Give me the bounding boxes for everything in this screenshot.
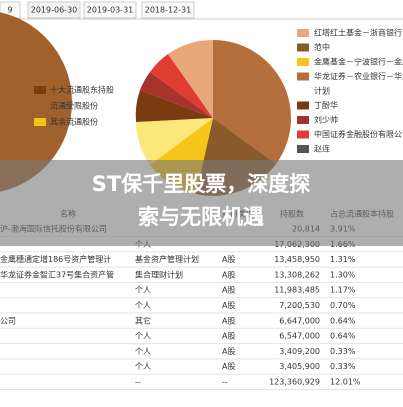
banner-bg — [0, 160, 403, 246]
table-cell: 金鹰穗通定增186号资产管理计 — [0, 254, 111, 264]
table-cell: 公司 — [0, 316, 16, 325]
tab-label: 2019-03-31 — [87, 6, 134, 15]
table-cell: 0.33% — [330, 347, 356, 356]
legend-label: 刘少帅 — [314, 115, 338, 125]
legend-label: 赵连 — [314, 144, 330, 154]
table-cell: 123,360,929 — [269, 378, 320, 387]
pie-slice — [135, 90, 213, 122]
table-cell: A股 — [222, 332, 235, 341]
table-cell: 个人 — [135, 347, 151, 356]
legend-swatch — [297, 145, 309, 153]
pie-slice — [150, 54, 213, 118]
table-cell: 1.17% — [330, 286, 356, 295]
banner-text: 索与无限机遇 — [138, 205, 264, 229]
table-cell: A股 — [222, 362, 235, 371]
table-cell: 基金资产管理计划 — [135, 254, 199, 264]
table-cell: A股 — [222, 347, 235, 356]
legend-swatch — [34, 102, 46, 110]
tab-label: 9 — [7, 6, 12, 15]
legend-label: 其余流通股份 — [50, 117, 98, 127]
table-cell: 13,458,950 — [274, 255, 320, 264]
legend-swatch — [297, 58, 309, 66]
table-cell: 3,409,200 — [279, 347, 320, 356]
right-pie — [135, 39, 292, 196]
tab — [27, 1, 81, 19]
table-cell: -- — [135, 378, 141, 387]
legend-label: 范中 — [314, 42, 330, 52]
pie-slice — [213, 39, 292, 164]
table-cell: 6,547,000 — [279, 332, 320, 341]
table-cell: 0.70% — [330, 301, 356, 310]
legend-swatch — [34, 86, 46, 94]
table-cell: 1.31% — [330, 255, 356, 264]
pie-slice — [136, 118, 213, 165]
tab-label: 2019-06-30 — [31, 6, 78, 15]
legend-label: 华龙证券－农业银行－华龙 — [314, 71, 403, 81]
legend-label: 红塔红土基金－浙商银行－ — [314, 28, 403, 38]
right-legend: 红塔红土基金－浙商银行－ 范中金鹰基金－宁波银行－金鹰华龙证券－农业银行－华龙计划… — [297, 28, 403, 154]
banner-text: ST保千里股票，深度探 — [92, 172, 310, 196]
legend-label: 流通受限股份 — [50, 101, 98, 111]
table-cell: 华龙证券金智汇37号集合资产管 — [0, 269, 114, 279]
legend-label: 中国证券金融股份有限公司 — [314, 129, 403, 139]
table-cell: -- — [222, 378, 228, 387]
legend-swatch — [297, 43, 309, 52]
legend-label: 十大流通股东持股 — [50, 85, 114, 95]
table-cell: 个人 — [135, 332, 151, 341]
table-cell: A股 — [222, 255, 235, 264]
table-cell: A股 — [222, 316, 235, 325]
table-cell: 1.30% — [330, 270, 356, 279]
table-cell: A股 — [222, 286, 235, 295]
pie-slice — [168, 39, 213, 118]
table-cell: 7,200,530 — [279, 301, 320, 310]
legend-label: 计划 — [314, 86, 330, 96]
legend-swatch — [297, 29, 309, 37]
table-cell: 0.64% — [330, 316, 356, 325]
tab — [83, 1, 137, 19]
tabs: 9 2019-06-30 2019-03-31 2018-12-31 — [0, 1, 195, 19]
table-cell: 6,647,000 — [279, 316, 320, 325]
table-cell: A股 — [222, 270, 235, 279]
legend-swatch — [297, 116, 309, 124]
table-cell: 集合理财计划 — [135, 269, 183, 279]
table-cell: 个人 — [135, 286, 151, 295]
table-cell: 3,405,900 — [279, 362, 320, 371]
table-cell: 个人 — [135, 362, 151, 371]
table-cell: 0.33% — [330, 362, 356, 371]
table-cell: 0.64% — [330, 332, 356, 341]
table-cell: 个人 — [135, 301, 151, 310]
tab-label: 2018-12-31 — [145, 6, 192, 15]
table-cell: 12.01% — [330, 378, 361, 387]
legend-swatch — [297, 72, 309, 81]
legend-swatch — [297, 130, 309, 139]
legend-label: 丁酚华 — [314, 100, 338, 110]
legend-swatch — [34, 118, 46, 126]
table-cell: 11,983,485 — [274, 286, 320, 295]
pie-slice — [140, 72, 213, 118]
tab — [141, 1, 195, 19]
table-cell: 其它 — [135, 315, 151, 325]
table-cell: A股 — [222, 301, 235, 310]
table-cell: 13,308,262 — [274, 270, 320, 279]
legend-label: 金鹰基金－宁波银行－金鹰 — [314, 57, 403, 67]
legend-swatch — [297, 101, 309, 110]
